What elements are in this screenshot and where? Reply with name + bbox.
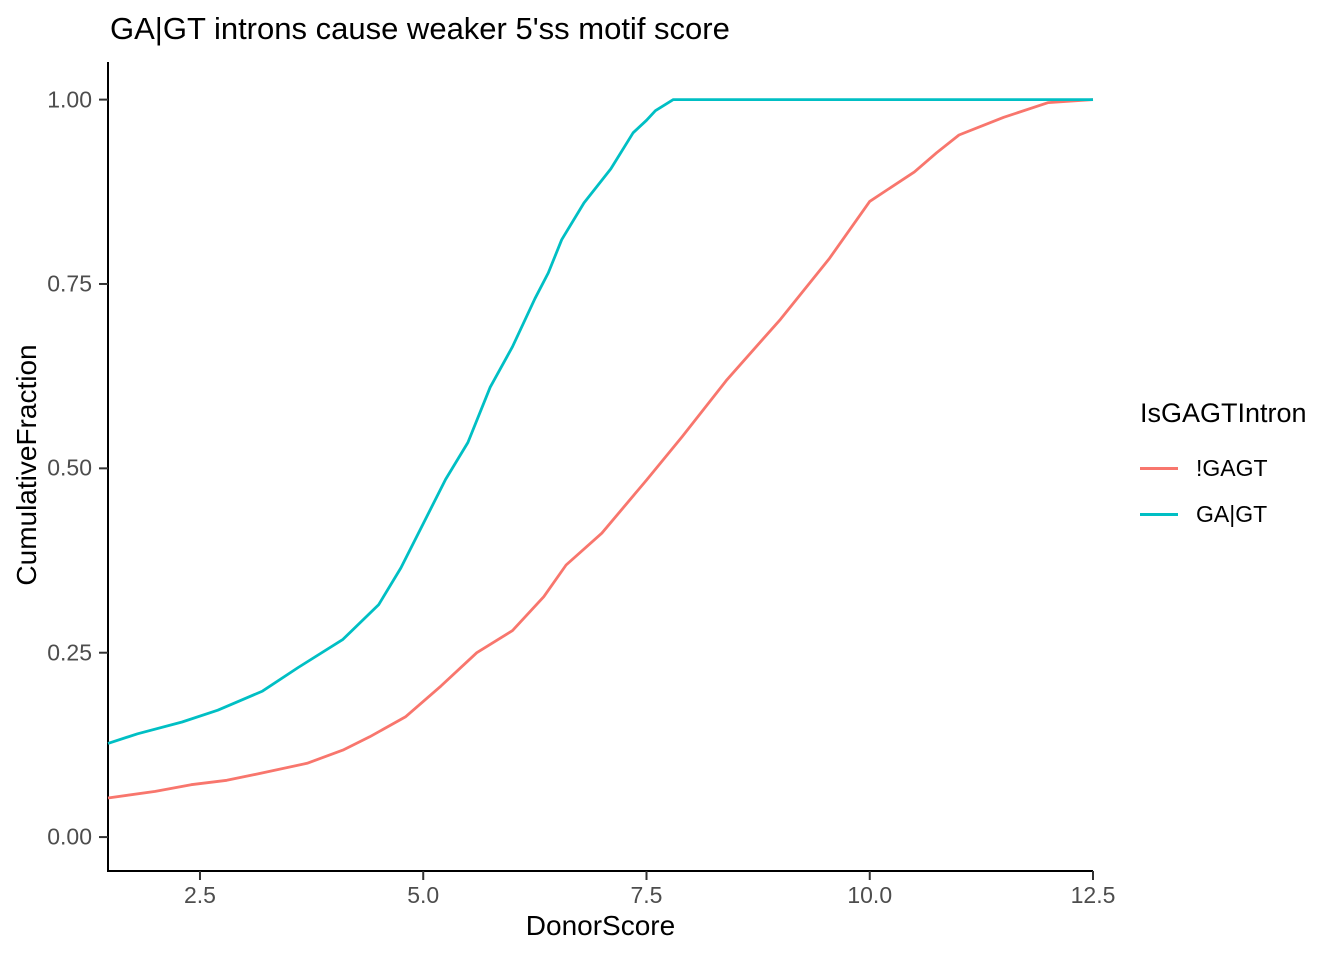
y-tick-label: 0.50 — [47, 454, 92, 481]
legend-key-line-icon — [1140, 466, 1178, 470]
legend-item-1: GA|GT — [1140, 491, 1307, 537]
y-tick-label: 1.00 — [47, 86, 92, 113]
legend-key-line-icon — [1140, 512, 1178, 516]
ecdf-curve-series-0 — [107, 98, 1094, 800]
legend-title: IsGAGTIntron — [1140, 398, 1307, 428]
legend-item-label: !GAGT — [1196, 454, 1268, 481]
ecdf-curve-series-1 — [107, 98, 1093, 745]
y-tick-label: 0.75 — [47, 270, 92, 297]
legend-item-0: !GAGT — [1140, 445, 1307, 491]
legend-item-label: GA|GT — [1196, 500, 1268, 527]
y-tick-label: 0.25 — [47, 639, 92, 666]
x-tick-label: 12.5 — [1070, 882, 1116, 908]
plot-title: GA|GT introns cause weaker 5'ss motif sc… — [110, 11, 730, 46]
x-tick-label: 5.0 — [407, 882, 440, 908]
legend-items: !GAGT GA|GT — [1140, 445, 1307, 537]
x-tick-label: 7.5 — [630, 882, 663, 908]
x-axis-title: DonorScore — [525, 910, 676, 941]
y-tick-label: 0.00 — [47, 823, 92, 850]
axis-lines — [107, 62, 1093, 872]
legend: IsGAGTIntron !GAGT GA|GT — [1140, 398, 1307, 537]
x-tick-label: 2.5 — [183, 882, 216, 908]
x-tick-label: 10.0 — [847, 882, 893, 908]
